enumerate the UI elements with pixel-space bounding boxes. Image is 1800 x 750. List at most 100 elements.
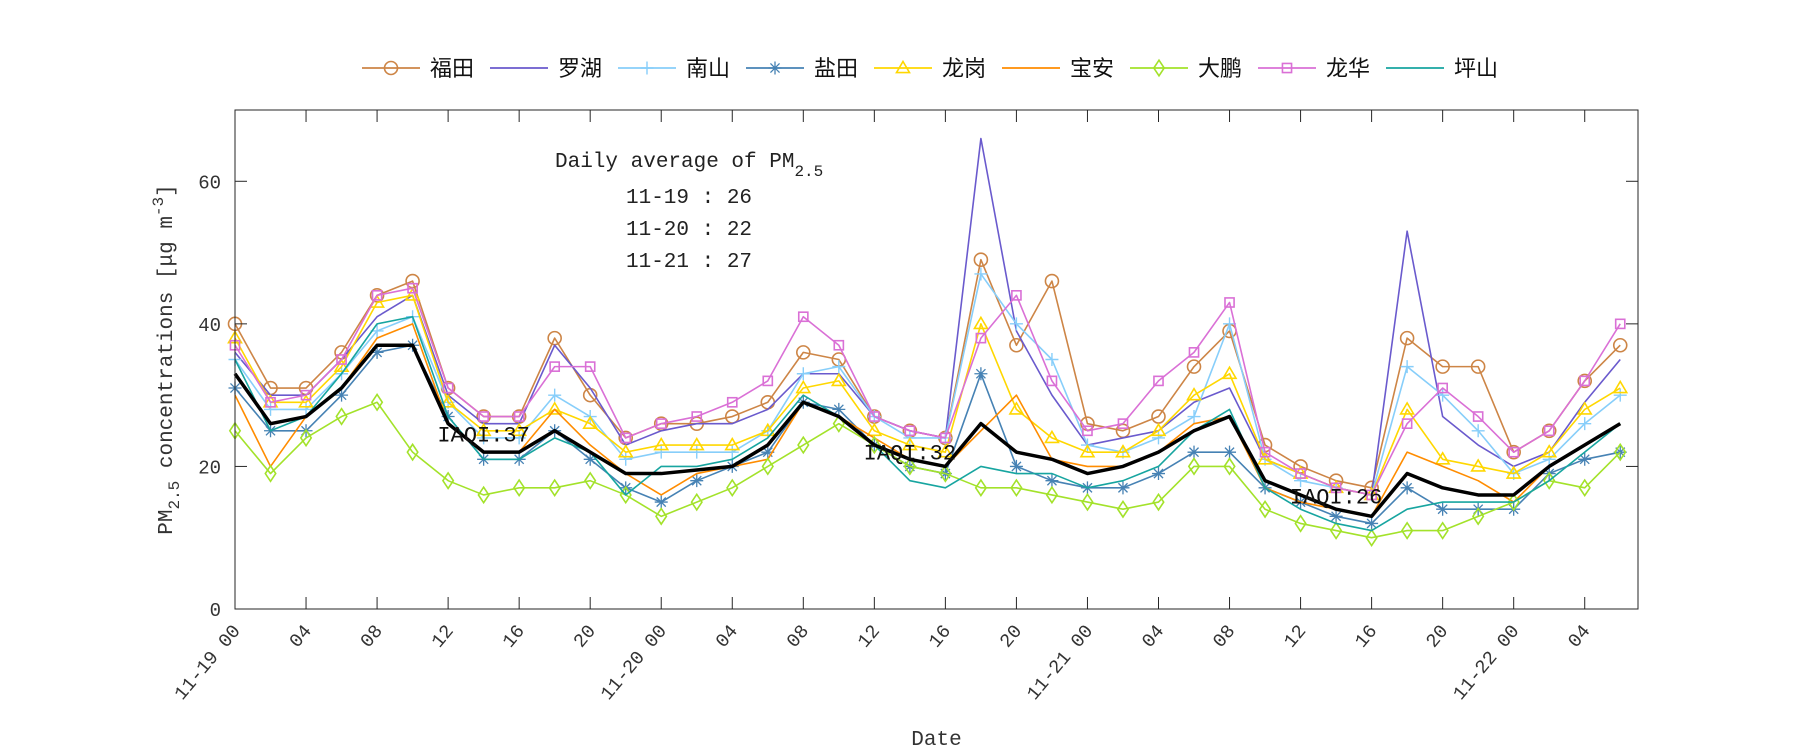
- legend-label: 罗湖: [558, 57, 602, 82]
- diamond-marker: [1578, 478, 1591, 498]
- square-marker: [371, 289, 383, 301]
- plus-marker: [1613, 388, 1627, 402]
- series-line: [234, 294, 1621, 496]
- series-line: [233, 343, 1622, 519]
- square-marker: [1508, 446, 1520, 458]
- asterisk-marker: [1187, 445, 1201, 459]
- triangle-marker: [653, 436, 670, 451]
- x-tick-label: 04: [1564, 621, 1596, 653]
- diamond-marker: [939, 464, 952, 483]
- iaqi-label: IAQI:32: [864, 441, 956, 466]
- square-marker: [940, 432, 951, 444]
- triangle-marker: [1541, 444, 1558, 458]
- series-line: [234, 287, 1621, 496]
- diamond-marker: [1223, 457, 1236, 476]
- plus-marker: [832, 360, 846, 374]
- diamond-marker: [1152, 492, 1165, 512]
- legend: 福田 罗湖 南山 盐田 龙岗 宝安 大鹏 龙华 坪山: [362, 57, 1498, 82]
- x-tick-label: 16: [498, 621, 530, 653]
- y-tick-label: 40: [198, 315, 221, 337]
- legend-item-罗湖: 罗湖: [490, 57, 602, 82]
- triangle-marker: [1505, 465, 1522, 479]
- square-marker: [904, 425, 916, 437]
- triangle-marker: [830, 372, 847, 387]
- plus-marker: [1542, 452, 1556, 466]
- x-tick-label: 12: [1280, 621, 1312, 653]
- daily-average-title: Daily average of PM2.5: [555, 151, 823, 181]
- triangle-marker: [511, 422, 528, 437]
- y-label-sub: 2.5: [166, 481, 184, 510]
- x-tick-label: 20: [1422, 621, 1454, 653]
- diamond-marker: [264, 464, 277, 483]
- triangle-marker: [440, 394, 457, 408]
- triangle-marker: [759, 422, 776, 437]
- triangle-marker: [1612, 379, 1629, 394]
- diamond-marker: [974, 478, 988, 498]
- diamond-marker: [1045, 485, 1059, 505]
- circle-marker: [1506, 444, 1521, 460]
- triangle-marker: [617, 444, 634, 458]
- asterisk-marker: [583, 452, 597, 466]
- square-marker: [762, 375, 774, 387]
- x-tick-label: 11-22 00: [1449, 621, 1524, 705]
- square-marker: [1472, 411, 1484, 422]
- x-tick-label: 11-21 00: [1023, 621, 1098, 705]
- square-marker: [1259, 446, 1271, 458]
- diamond-marker: [1400, 521, 1414, 540]
- series-大鹏: [228, 393, 1627, 547]
- x-tick-label: 12: [853, 621, 885, 653]
- square-marker: [1579, 375, 1591, 387]
- x-tick-label: 04: [711, 621, 743, 653]
- plus-marker: [725, 445, 739, 459]
- y-label-rest: concentrations [μg m: [156, 216, 179, 481]
- plot-frame: [234, 109, 1639, 610]
- triangle-marker: [1576, 401, 1593, 415]
- triangle-marker: [582, 415, 599, 430]
- plus-marker: [1294, 474, 1308, 488]
- triangle-marker: [404, 287, 421, 301]
- plus-marker: [548, 388, 562, 402]
- square-marker: [1011, 289, 1022, 301]
- triangle-marker: [1150, 422, 1167, 437]
- triangle-marker: [973, 315, 989, 330]
- x-axis-label: Date: [911, 729, 961, 750]
- diamond-marker: [1116, 499, 1130, 519]
- plus-marker: [690, 445, 704, 459]
- diamond-marker: [655, 507, 668, 526]
- circle-marker: [796, 345, 811, 360]
- square-marker: [1153, 375, 1164, 387]
- y-label-sup: -3: [150, 197, 168, 216]
- asterisk-marker: [1151, 467, 1165, 481]
- square-marker: [833, 339, 845, 351]
- triangle-marker: [724, 436, 741, 451]
- square-marker: [655, 418, 667, 430]
- square-marker: [513, 411, 525, 422]
- legend-label: 龙华: [1326, 57, 1370, 82]
- triangle-marker: [1257, 451, 1273, 465]
- x-tick-label: 16: [924, 621, 956, 653]
- legend-label: 龙岗: [942, 57, 986, 82]
- diamond-marker: [548, 478, 561, 498]
- square-marker: [1188, 347, 1200, 358]
- legend-item-龙岗: 龙岗: [874, 57, 986, 82]
- asterisk-marker: [1223, 445, 1237, 459]
- circle-marker: [1399, 330, 1415, 346]
- square-marker: [407, 282, 418, 294]
- legend-label: 盐田: [814, 57, 858, 82]
- title-sub: 2.5: [794, 163, 823, 181]
- iaqi-label: IAQI:26: [1290, 485, 1382, 510]
- diamond-marker: [477, 485, 490, 505]
- square-marker: [584, 361, 596, 372]
- diamond-marker: [1152, 58, 1166, 78]
- triangle-marker: [688, 436, 705, 451]
- plus-marker: [1045, 353, 1059, 366]
- diamond-marker: [1365, 528, 1378, 547]
- diamond-marker: [370, 393, 384, 412]
- daily-average-value: 11-20 : 22: [626, 219, 752, 242]
- daily-average-value: 11-21 : 27: [626, 251, 752, 274]
- square-marker: [1330, 482, 1342, 494]
- plus-marker: [477, 431, 491, 445]
- circle-marker: [1577, 373, 1593, 389]
- square-marker: [1281, 62, 1293, 74]
- plus-marker: [1436, 388, 1450, 402]
